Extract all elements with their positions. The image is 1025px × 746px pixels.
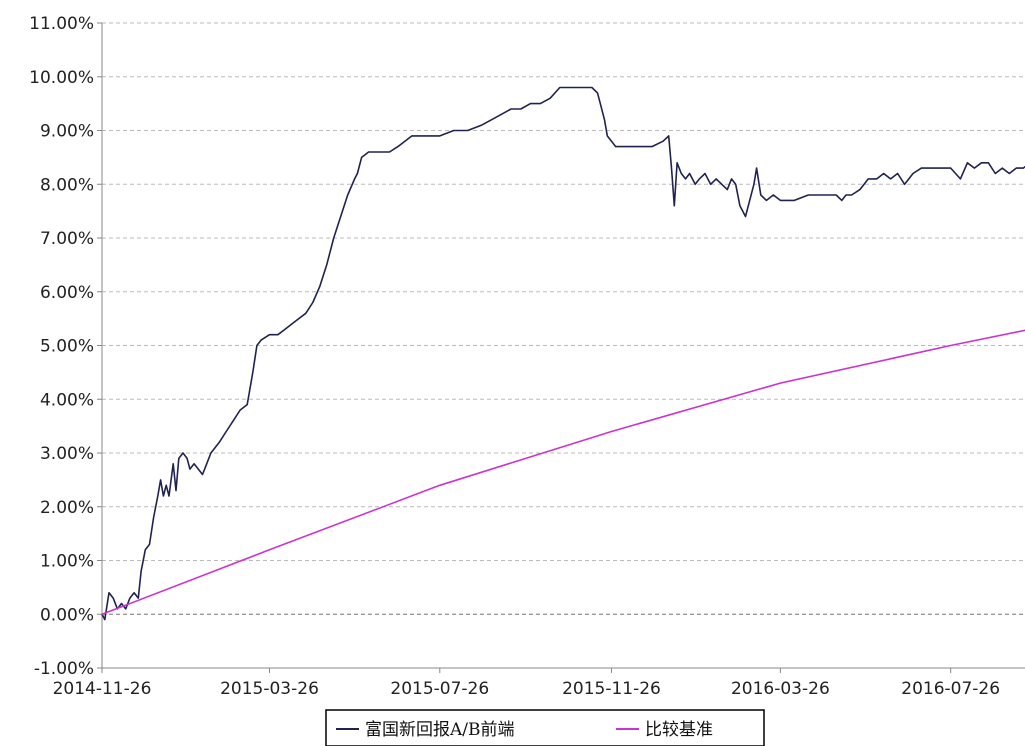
benchmark-line bbox=[101, 329, 1025, 616]
y-tick-label: -1.00% bbox=[34, 659, 94, 679]
x-tick-label: 2014-11-26 bbox=[53, 679, 152, 699]
x-tick-label: 2015-07-26 bbox=[390, 679, 489, 699]
y-tick-label: 1.00% bbox=[40, 552, 94, 572]
fund-nav-line bbox=[101, 86, 1025, 621]
x-tick-label: 2015-11-26 bbox=[562, 679, 661, 699]
y-tick-label: 9.00% bbox=[40, 122, 94, 142]
x-tick-label: 2016-03-26 bbox=[731, 679, 830, 699]
y-tick-label: 10.00% bbox=[29, 68, 94, 88]
x-tick-label: 2015-03-26 bbox=[220, 679, 319, 699]
axes bbox=[97, 22, 1025, 673]
gridlines bbox=[102, 22, 1025, 615]
series-layer bbox=[101, 86, 1025, 621]
tick-labels: -1.00% 0.00% 1.00% 2.00% 3.00% 4.00% 5.00% 6.00… bbox=[29, 14, 1000, 699]
legend-label-fund: 富国新回报A/B前端 bbox=[365, 720, 515, 740]
y-tick-label: 8.00% bbox=[40, 175, 94, 195]
y-tick-label: 2.00% bbox=[40, 498, 94, 518]
y-tick-label: 6.00% bbox=[40, 283, 94, 303]
y-tick-label: 7.00% bbox=[40, 229, 94, 249]
legend-label-benchmark: 比较基准 bbox=[645, 720, 713, 740]
y-tick-label: 4.00% bbox=[40, 390, 94, 410]
y-tick-label: 0.00% bbox=[40, 605, 94, 625]
y-tick-label: 5.00% bbox=[40, 337, 94, 357]
legend-box bbox=[325, 709, 765, 746]
x-tick-label: 2016-07-26 bbox=[901, 679, 1000, 699]
y-tick-label: 3.00% bbox=[40, 444, 94, 464]
legend: 富国新回报A/B前端 比较基准 bbox=[325, 709, 765, 746]
y-tick-label: 11.00% bbox=[29, 14, 94, 34]
